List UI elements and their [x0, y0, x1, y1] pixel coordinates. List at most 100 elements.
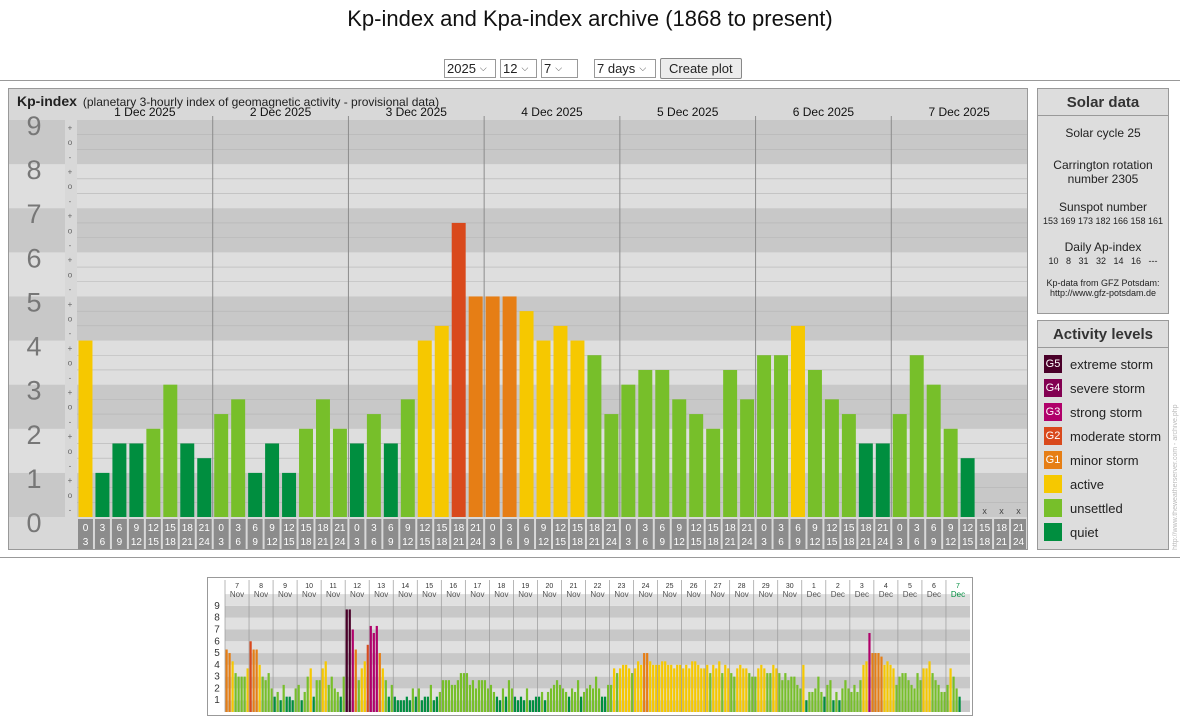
mini-kp-bar — [570, 688, 574, 712]
mini-kp-bar — [267, 673, 270, 712]
month-select[interactable]: 12 ⌵ — [500, 59, 537, 78]
activity-legend-item: unsettled — [1038, 496, 1168, 520]
mini-date-bottom: Nov — [350, 590, 364, 599]
create-plot-button[interactable]: Create plot — [660, 58, 742, 79]
mini-kp-bar — [258, 664, 261, 712]
mini-date-bottom: Nov — [422, 590, 436, 599]
mini-kp-bar — [282, 684, 285, 712]
mini-date-bottom: Nov — [254, 590, 268, 599]
source-line-1: Kp-data from GFZ Potsdam: — [1046, 278, 1160, 288]
interval-cell — [553, 519, 568, 549]
mini-kp-bar — [414, 696, 417, 712]
kp-bar — [231, 399, 246, 517]
interval-end: 6 — [778, 537, 784, 548]
mini-kp-bar — [790, 676, 793, 712]
mini-kp-bar — [850, 691, 853, 712]
kp-bar — [112, 443, 127, 517]
kp-bar — [807, 369, 822, 517]
mini-kp-bar — [658, 664, 661, 712]
interval-end: 15 — [826, 537, 838, 548]
mini-kp-bar — [558, 684, 562, 712]
interval-cell — [705, 519, 721, 549]
mini-date-bottom: Nov — [518, 590, 532, 599]
mini-date-bottom: Nov — [278, 590, 292, 599]
source-link[interactable]: http://www.gfz-potsdam.de — [1049, 288, 1157, 298]
kp-bar — [943, 428, 958, 517]
activity-label: quiet — [1070, 524, 1099, 540]
interval-end: 9 — [524, 537, 530, 548]
mini-y-tick: 5 — [214, 648, 220, 659]
mini-kp-bar — [246, 668, 249, 712]
kp-band — [77, 120, 1027, 165]
mini-kp-bar — [787, 680, 790, 712]
mini-kp-bar — [252, 649, 255, 712]
mini-kp-bar — [408, 700, 411, 712]
solar-data-panel: Solar data Solar cycle 25 Carrington rot… — [1037, 88, 1169, 314]
mini-date-top: 29 — [762, 583, 770, 590]
mini-kp-bar — [261, 676, 264, 712]
interval-start: 9 — [948, 523, 954, 534]
interval-cell — [807, 519, 823, 549]
day-select[interactable]: 7 ⌵ — [541, 59, 578, 78]
year-select[interactable]: 2025 ⌵ — [444, 59, 496, 78]
mini-kp-bar — [688, 668, 691, 712]
mini-kp-bar — [249, 641, 252, 712]
mini-date-top: 20 — [546, 583, 554, 590]
mini-kp-bar — [646, 653, 649, 712]
activity-label: severe storm — [1070, 380, 1146, 396]
kp-bar — [570, 340, 585, 517]
mini-kp-bar — [745, 668, 748, 712]
mini-kp-bar — [366, 644, 369, 712]
mini-kp-bar — [772, 664, 775, 712]
interval-start: 9 — [812, 523, 818, 534]
activity-label: moderate storm — [1070, 428, 1162, 444]
mini-kp-bar — [564, 691, 568, 712]
y-minor-tick: o — [68, 226, 73, 235]
mini-kp-bar — [601, 696, 604, 712]
kp-bar — [875, 443, 890, 517]
mini-kp-bar — [237, 676, 240, 712]
mini-date-top: 9 — [283, 583, 287, 590]
mini-kp-bar — [598, 688, 601, 712]
mini-kp-bar — [754, 676, 757, 712]
mini-date-top: 18 — [497, 583, 505, 590]
mini-kp-bar — [676, 664, 679, 712]
mini-kp-bar — [330, 676, 333, 712]
mini-kp-bar — [889, 664, 892, 712]
interval-start: 9 — [676, 523, 682, 534]
kp-band — [77, 340, 1027, 385]
mini-kp-bar — [751, 676, 754, 712]
mini-date-bottom: Nov — [759, 590, 773, 599]
interval-start: 12 — [283, 523, 295, 534]
interval-cell — [502, 519, 518, 549]
interval-end: 18 — [436, 537, 448, 548]
mini-kp-bar — [441, 680, 444, 712]
mini-date-top: 2 — [836, 583, 840, 590]
interval-end: 3 — [218, 537, 224, 548]
mini-kp-bar — [342, 676, 345, 712]
mini-kp-bar — [567, 696, 571, 712]
mini-kp-bar — [396, 700, 399, 712]
mini-kp-bar — [273, 696, 276, 712]
kp-bar — [723, 369, 738, 517]
y-minor-tick: o — [68, 447, 73, 456]
mini-kp-bar — [483, 680, 487, 712]
interval-end: 21 — [860, 537, 872, 548]
kp-bar — [672, 399, 687, 517]
interval-start: 3 — [643, 523, 649, 534]
mini-kp-bar — [613, 668, 616, 712]
mini-kp-bar — [664, 661, 667, 712]
interval-cell — [451, 519, 467, 549]
interval-end: 12 — [809, 537, 821, 548]
interval-cell — [213, 519, 229, 549]
interval-start: 6 — [117, 523, 123, 534]
interval-end: 9 — [388, 537, 394, 548]
mini-kp-bar — [270, 688, 273, 712]
mini-kp-bar — [610, 684, 613, 712]
mini-date-top: 17 — [473, 583, 481, 590]
interval-start: 21 — [606, 523, 618, 534]
mini-date-top: 4 — [884, 583, 888, 590]
activity-legend-item: G1 minor storm — [1038, 448, 1168, 472]
mini-kp-bar — [805, 700, 808, 712]
range-select[interactable]: 7 days ⌵ — [594, 59, 656, 78]
